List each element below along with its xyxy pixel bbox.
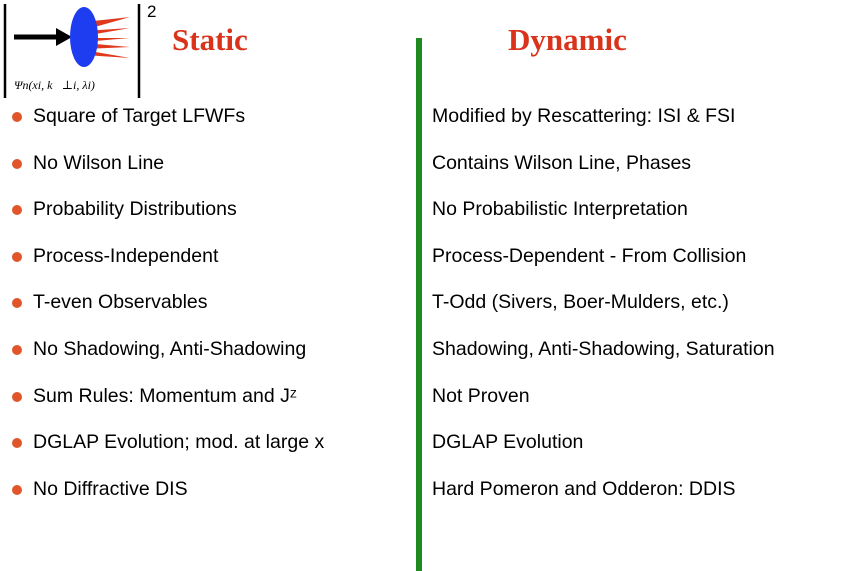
- left-item: No Diffractive DIS: [33, 477, 188, 500]
- bullet: [12, 438, 22, 449]
- left-item: No Wilson Line: [33, 151, 165, 174]
- bullet: [12, 484, 22, 495]
- right-title: Dynamic: [508, 22, 627, 57]
- bullet: [12, 205, 22, 216]
- left-item: No Shadowing, Anti-Shadowing: [33, 338, 307, 360]
- divider: [416, 38, 422, 571]
- bullet: [12, 251, 22, 262]
- bullet: [12, 112, 22, 122]
- left-item: Probability Distributions: [33, 198, 237, 221]
- right-item: No Probabilistic Interpretation: [432, 198, 688, 221]
- bullet: [12, 158, 22, 169]
- formula: Ψn(xi, k⃗⊥i, λi): [14, 78, 95, 92]
- bullet: [12, 345, 22, 355]
- left-title: Static: [172, 22, 248, 57]
- left-item: Sum Rules: Momentum and Jᶻ: [33, 384, 297, 407]
- bullet: [12, 391, 22, 402]
- exponent: 2: [147, 2, 157, 21]
- right-item: DGLAP Evolution: [432, 431, 584, 454]
- left-item: DGLAP Evolution; mod. at large x: [33, 431, 325, 454]
- right-item: Process-Dependent - From Collision: [432, 244, 747, 267]
- bullet: [12, 298, 22, 309]
- right-item: Contains Wilson Line, Phases: [432, 151, 692, 174]
- left-item: T-even Observables: [33, 291, 208, 314]
- right-item: Shadowing, Anti-Shadowing, Saturation: [432, 338, 775, 360]
- left-item: Square of Target LFWFs: [33, 105, 246, 127]
- right-item: Hard Pomeron and Odderon: DDIS: [432, 477, 736, 500]
- wavefunction-icon: [3, 4, 141, 98]
- right-item: Modified by Rescattering: ISI & FSI: [432, 105, 736, 127]
- right-item: Not Proven: [432, 384, 530, 407]
- left-item: Process-Independent: [33, 244, 219, 267]
- right-item: T-Odd (Sivers, Boer-Mulders, etc.): [432, 291, 729, 314]
